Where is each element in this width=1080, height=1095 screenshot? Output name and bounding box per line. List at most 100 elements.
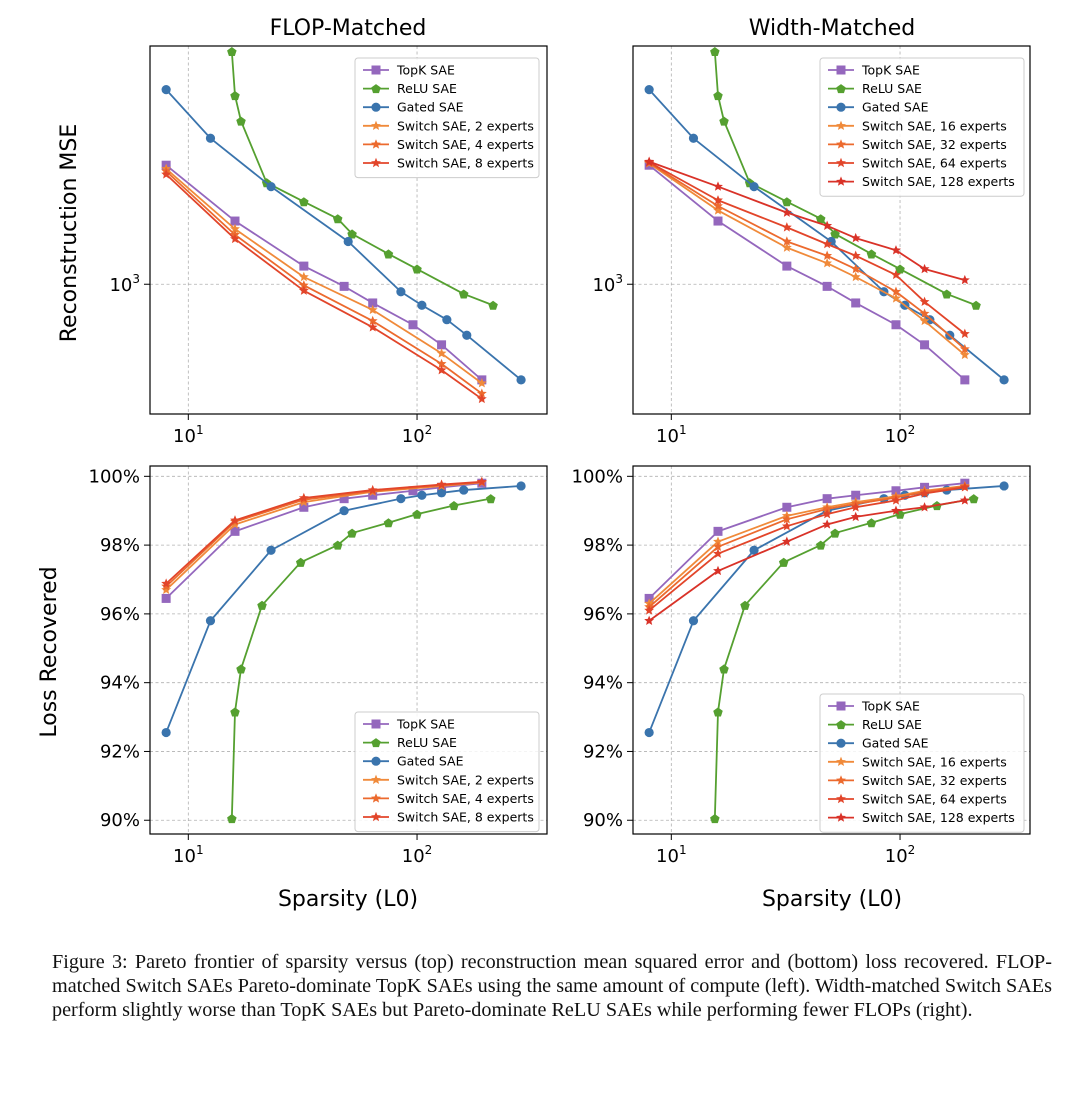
x-tick-label: 102 xyxy=(885,843,916,867)
data-point xyxy=(298,492,309,503)
data-point xyxy=(230,233,240,244)
series-line xyxy=(648,485,965,605)
y-tick-label: 90% xyxy=(100,810,140,831)
legend-label: Switch SAE, 128 experts xyxy=(862,810,1015,825)
legend-label: TopK SAE xyxy=(396,717,455,732)
axes-frame xyxy=(149,465,548,835)
x-tick-label: 102 xyxy=(885,423,916,447)
legend-marker xyxy=(836,139,846,149)
data-point xyxy=(781,242,792,252)
legend-box xyxy=(354,711,540,833)
legend-marker xyxy=(836,812,846,822)
data-point xyxy=(713,205,723,215)
axes-frame xyxy=(632,465,1031,835)
legend-label: Switch SAE, 4 experts xyxy=(397,137,534,152)
data-point xyxy=(688,133,699,143)
data-point xyxy=(959,274,970,285)
data-point xyxy=(891,505,901,515)
data-point xyxy=(230,91,240,101)
data-point xyxy=(462,330,472,340)
data-point xyxy=(383,249,394,259)
legend-label: Switch SAE, 16 experts xyxy=(862,118,1007,133)
data-point xyxy=(851,490,861,500)
data-point xyxy=(230,526,240,536)
data-point xyxy=(710,47,720,57)
data-point xyxy=(161,169,172,179)
data-point xyxy=(161,85,171,95)
series-group xyxy=(161,47,526,404)
legend-marker xyxy=(371,774,381,785)
data-point xyxy=(959,328,970,339)
data-point xyxy=(476,378,487,388)
legend: TopK SAE ReLU SAE Gated SAE Switch SAE, 16 … xyxy=(819,57,1025,197)
data-point xyxy=(442,315,452,325)
series-line xyxy=(648,160,966,281)
legend-label: Gated SAE xyxy=(397,100,464,115)
data-point xyxy=(713,200,723,211)
legend-marker xyxy=(371,120,381,131)
data-point xyxy=(396,494,406,504)
data-point xyxy=(959,495,970,505)
data-point xyxy=(161,593,171,603)
y-tick-label: 98% xyxy=(583,535,623,556)
legend-label: Switch SAE, 4 experts xyxy=(397,791,534,806)
data-point xyxy=(412,264,422,274)
data-point xyxy=(332,214,343,224)
legend-marker xyxy=(371,793,381,803)
data-point xyxy=(367,322,378,332)
data-point xyxy=(488,300,498,310)
data-point xyxy=(960,375,970,385)
legend-box xyxy=(354,57,540,179)
data-point xyxy=(850,271,861,282)
legend-marker xyxy=(836,102,846,112)
data-point xyxy=(412,509,422,519)
data-point xyxy=(367,484,378,495)
series-line xyxy=(165,168,483,384)
data-point xyxy=(822,220,833,230)
x-tick-label: 102 xyxy=(402,843,433,867)
data-point xyxy=(713,548,723,558)
legend-label: Switch SAE, 128 experts xyxy=(862,174,1015,189)
data-point xyxy=(891,495,901,505)
legend-label: Switch SAE, 8 experts xyxy=(397,156,534,171)
series-line xyxy=(165,173,483,400)
data-point xyxy=(205,133,216,143)
legend-marker xyxy=(836,775,846,785)
data-point xyxy=(298,271,309,282)
legend-label: Gated SAE xyxy=(397,754,464,769)
data-point xyxy=(476,388,487,398)
legend-marker xyxy=(371,65,381,75)
series-line xyxy=(165,164,483,381)
legend-label: Switch SAE, 8 experts xyxy=(397,810,534,825)
legend-label: TopK SAE xyxy=(861,63,920,78)
data-point xyxy=(266,545,276,555)
data-point xyxy=(919,315,930,326)
ylabel-bottom: Loss Recovered xyxy=(37,566,62,737)
data-point xyxy=(891,245,901,255)
data-point xyxy=(822,519,833,529)
series-line xyxy=(165,482,482,600)
data-point xyxy=(925,315,935,325)
series-group xyxy=(161,476,526,824)
data-point xyxy=(781,222,792,232)
data-point xyxy=(851,298,861,308)
data-point xyxy=(822,281,832,291)
legend-label: ReLU SAE xyxy=(862,81,922,96)
data-point xyxy=(298,285,309,295)
ylabel-top: Reconstruction MSE xyxy=(57,124,82,343)
data-point xyxy=(458,289,469,299)
data-point xyxy=(781,520,792,531)
legend-marker xyxy=(836,176,846,186)
data-point xyxy=(781,514,792,524)
data-point xyxy=(408,320,418,330)
data-point xyxy=(830,229,840,239)
data-point xyxy=(891,320,901,330)
data-point xyxy=(891,286,901,296)
data-point xyxy=(299,502,309,512)
legend-marker xyxy=(836,756,846,767)
data-point xyxy=(368,490,378,500)
data-point xyxy=(266,181,276,192)
data-point xyxy=(236,664,246,674)
data-point xyxy=(866,249,877,259)
data-point xyxy=(822,250,833,260)
